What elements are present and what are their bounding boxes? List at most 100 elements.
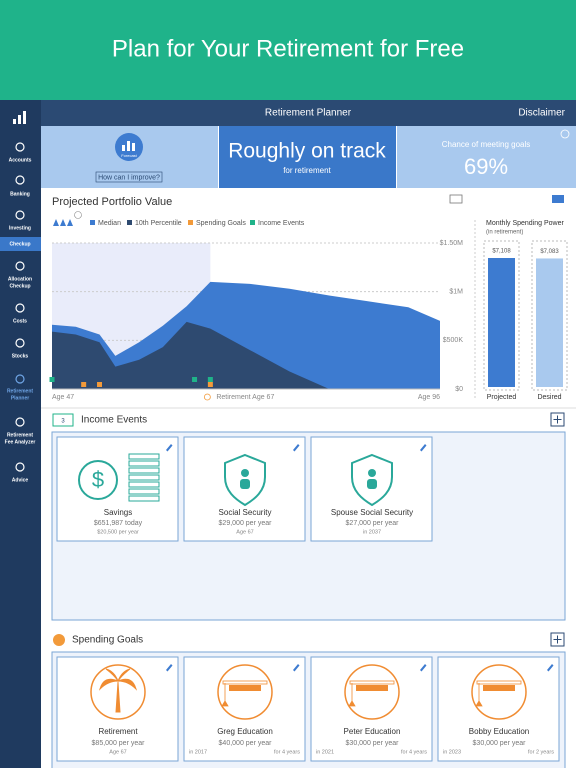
palm-icon <box>98 668 138 713</box>
chart-toggle-icon-2[interactable] <box>552 195 564 203</box>
tassel-icon <box>348 683 356 707</box>
event-marker <box>81 382 87 387</box>
income-events-icon <box>52 413 74 427</box>
card-title: Spouse Social Security <box>331 508 413 517</box>
card-title: Retirement <box>98 727 138 736</box>
sidebar-label[interactable]: Investing <box>9 225 31 231</box>
sidebar-label[interactable]: Checkup <box>9 241 30 247</box>
x-label-retirement: Retirement Age 67 <box>216 394 274 401</box>
card-right: for 2 years <box>528 749 554 755</box>
tassel-icon <box>475 683 483 707</box>
legend-label: Spending Goals <box>196 220 246 227</box>
status-card <box>219 126 396 188</box>
savings-icon <box>78 460 118 500</box>
sidebar-label[interactable]: Advice <box>12 477 29 483</box>
person-icon-body <box>240 479 250 489</box>
event-marker <box>207 382 213 387</box>
sidebar-label[interactable]: Costs <box>13 318 27 324</box>
spending-power-title: Monthly Spending Power <box>486 220 564 227</box>
coin-stack <box>128 460 160 467</box>
event-marker <box>97 382 103 387</box>
sidebar-label[interactable]: Fee Analyzer <box>5 439 36 445</box>
shield-icon <box>351 453 393 507</box>
edit-icon[interactable] <box>420 664 427 672</box>
sidebar-label[interactable]: Stocks <box>12 353 29 359</box>
sidebar-icon <box>15 303 25 313</box>
app-logo <box>13 111 26 124</box>
event-marker <box>49 377 55 382</box>
income-events-title: Income Events <box>81 415 147 426</box>
sidebar-label[interactable]: Allocation <box>8 276 32 282</box>
retirement-icon <box>203 393 211 401</box>
chance-card <box>397 126 576 188</box>
chart-toggle-icon[interactable] <box>449 194 463 204</box>
sidebar-icon <box>15 338 25 348</box>
edit-icon[interactable] <box>293 664 300 672</box>
sidebar-icon <box>15 374 25 384</box>
card-title: Social Security <box>219 508 272 517</box>
disclaimer-link[interactable]: Disclaimer <box>518 108 565 119</box>
card-line: Age 67 <box>236 529 253 535</box>
sidebar-label[interactable]: Accounts <box>9 157 32 163</box>
edit-icon[interactable] <box>547 664 554 672</box>
card-left: in 2023 <box>443 749 461 755</box>
y-tick-label: $0 <box>455 386 463 393</box>
bar-value-label: $7,083 <box>540 249 559 255</box>
sidebar-label[interactable]: Retirement <box>7 432 33 438</box>
cap-board <box>476 680 522 685</box>
spending-power-subtitle: (in retirement) <box>486 230 523 236</box>
bar-value-label: $7,108 <box>492 249 511 255</box>
sidebar-label[interactable]: Checkup <box>9 283 30 289</box>
person-icon <box>241 469 249 477</box>
goal-card[interactable] <box>437 656 560 762</box>
x-label-start: Age 47 <box>52 394 74 401</box>
card-line: $651,987 today <box>94 520 143 527</box>
card-line: $30,000 per year <box>346 740 400 747</box>
card-title: Savings <box>104 508 132 517</box>
banner-title: Plan for Your Retirement for Free <box>112 35 464 62</box>
coin-stack <box>128 453 160 460</box>
y-tick-label: $1.50M <box>440 240 464 247</box>
coin-stack <box>128 467 160 474</box>
area <box>52 321 440 389</box>
goal-icon <box>344 664 400 720</box>
bar-category: Desired <box>537 394 561 401</box>
legend-swatch <box>188 220 193 225</box>
savings-icon-symbol: $ <box>92 467 104 492</box>
card-right: for 4 years <box>274 749 300 755</box>
sidebar-label[interactable]: Retirement <box>7 388 33 394</box>
sidebar-label[interactable]: Banking <box>10 191 30 197</box>
chance-label: Chance of meeting goals <box>442 140 531 149</box>
edit-icon[interactable] <box>293 444 300 452</box>
x-label-end: Age 96 <box>418 394 440 401</box>
spending-goals-icon <box>53 634 65 646</box>
card-right: for 4 years <box>401 749 427 755</box>
card-line: $27,000 per year <box>346 520 400 527</box>
bar-frame <box>483 240 520 391</box>
cap-board <box>349 680 395 685</box>
goal-card[interactable] <box>183 656 306 762</box>
card-line: $20,500 per year <box>97 529 139 535</box>
event-marker <box>192 377 198 382</box>
edit-icon[interactable] <box>420 444 427 452</box>
sidebar-icon <box>15 462 25 472</box>
improve-link[interactable]: How can I improve? <box>98 174 160 181</box>
goal-card[interactable] <box>310 656 433 762</box>
sidebar-active-band <box>0 237 41 251</box>
edit-icon[interactable] <box>166 444 173 452</box>
sidebar-icon <box>15 261 25 271</box>
improve-button[interactable] <box>95 171 163 183</box>
info-icon[interactable] <box>74 211 82 219</box>
banner <box>0 0 576 100</box>
sidebar-label[interactable]: Planner <box>11 395 29 401</box>
card-line: in 2037 <box>363 529 381 535</box>
edit-icon[interactable] <box>166 664 173 672</box>
card-line: $40,000 per year <box>219 740 273 747</box>
bar-frame <box>531 240 568 391</box>
event-marker <box>207 377 213 382</box>
info-icon[interactable] <box>560 129 570 139</box>
card-line: Age 67 <box>109 749 126 755</box>
header-title: Retirement Planner <box>265 108 352 119</box>
card-title: Greg Education <box>217 727 273 736</box>
